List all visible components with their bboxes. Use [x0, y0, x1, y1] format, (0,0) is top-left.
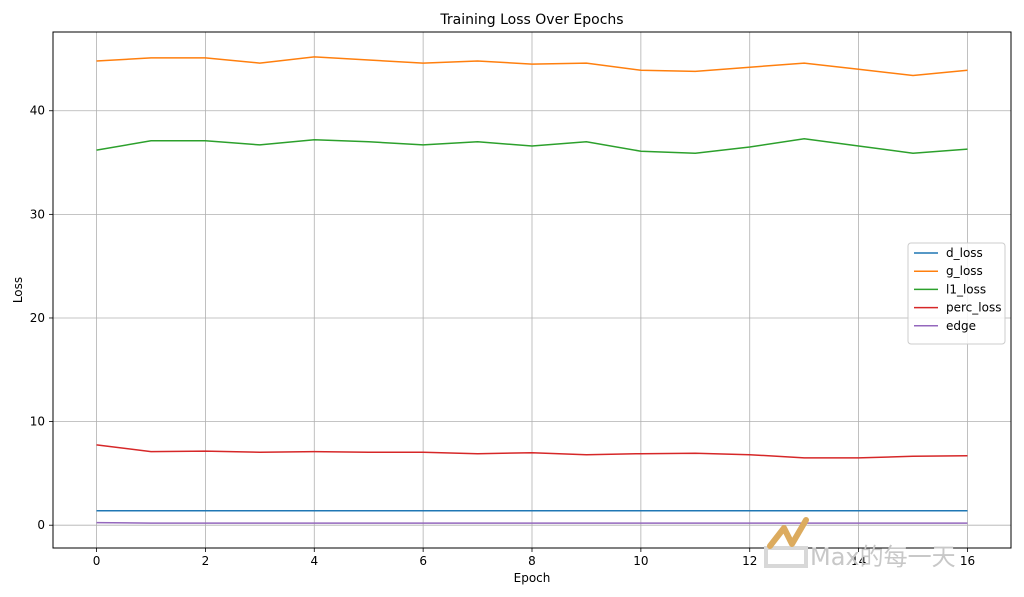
x-tick-label: 6 [419, 554, 427, 568]
watermark-logo-icon [764, 517, 809, 568]
watermark-text: Max的每一天 [810, 543, 956, 571]
x-tick-label: 10 [633, 554, 648, 568]
y-tick-label: 10 [30, 415, 45, 429]
x-tick-label: 4 [310, 554, 318, 568]
x-tick-label: 8 [528, 554, 536, 568]
x-tick-label: 16 [960, 554, 975, 568]
y-axis-ticks: 0 10 20 30 40 [30, 104, 53, 532]
legend-box [907, 242, 1006, 345]
legend-label: edge [946, 319, 976, 333]
y-axis-label: Loss [11, 277, 25, 303]
series-lines [96, 56, 968, 524]
legend-label: perc_loss [946, 301, 1001, 315]
x-axis-ticks: 0 2 4 6 8 10 12 14 16 [93, 548, 975, 568]
y-tick-label: 20 [30, 311, 45, 325]
y-tick-label: 0 [37, 518, 45, 532]
x-tick-label: 14 [851, 554, 866, 568]
x-tick-label: 0 [93, 554, 101, 568]
legend-label: l1_loss [946, 282, 986, 296]
chart-title: Training Loss Over Epochs [439, 12, 623, 28]
legend-label: d_loss [946, 246, 983, 260]
x-axis-label: Epoch [514, 571, 551, 585]
series-line-g-loss [96, 56, 968, 77]
x-tick-label: 12 [742, 554, 757, 568]
grid-lines [53, 32, 1011, 548]
y-tick-label: 40 [30, 104, 45, 118]
legend-label: g_loss [946, 264, 983, 278]
series-line-edge [96, 521, 968, 524]
series-line-perc-loss [96, 444, 968, 459]
y-tick-label: 30 [30, 207, 45, 221]
x-tick-label: 2 [202, 554, 210, 568]
series-line-l1-loss [96, 137, 968, 154]
